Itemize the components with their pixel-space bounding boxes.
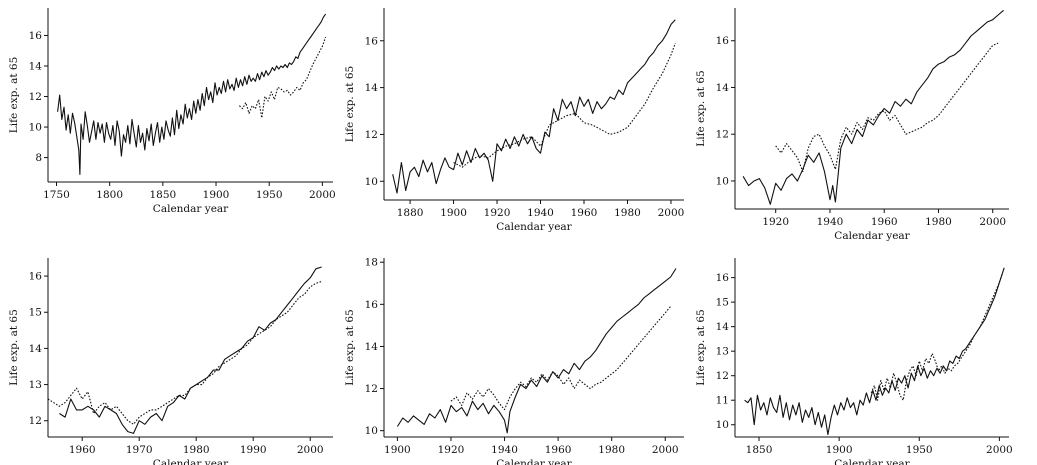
x-tick-label: 1980	[183, 444, 210, 456]
y-tick-label: 16	[716, 272, 730, 284]
panel-1: 1750 1800 1850 1900 1950 2000 8 10 12 14 16 Calenda…	[8, 8, 336, 215]
panel-2: 1880 1900 1920 1940 1960 1980 2000 10 12 14 16 Cale…	[344, 8, 684, 233]
x-tick-label: 1950	[906, 444, 933, 456]
x-axis-title: Calendar year	[834, 458, 910, 465]
y-axis-title: Life exp. at 65	[344, 309, 356, 385]
dotted-series-line	[239, 36, 327, 119]
y-tick-label: 16	[365, 35, 379, 47]
y-tick-label: 14	[716, 321, 730, 333]
solid-series-line	[396, 268, 677, 434]
dotted-series-line	[450, 306, 672, 411]
x-tick-label: 2000	[658, 207, 685, 219]
y-axis-title: Life exp. at 65	[695, 70, 707, 146]
y-tick-label: 11	[716, 395, 729, 407]
y-tick-label: 14	[716, 82, 730, 94]
y-tick-label: 12	[716, 129, 729, 141]
x-tick-label: 1980	[925, 216, 952, 228]
x-tick-label: 1960	[871, 216, 898, 228]
y-tick-label: 18	[365, 257, 378, 269]
y-tick-label: 16	[29, 30, 43, 42]
y-axis-title: Life exp. at 65	[8, 309, 20, 385]
panel-5: 1900 1920 1940 1960 1980 2000 10 12 14 16 18 Calend…	[344, 257, 684, 465]
y-axis-title: Life exp. at 65	[695, 309, 707, 385]
panel-6: 1850 1900 1950 2000 10 11 12 13 14 15 16 Calendar y…	[695, 258, 1013, 465]
x-tick-label: 1920	[438, 444, 465, 456]
y-tick-label: 15	[716, 297, 729, 309]
x-tick-label: 1960	[69, 444, 96, 456]
x-tick-label: 1980	[598, 444, 625, 456]
x-axis-title: Calendar year	[153, 458, 229, 465]
y-tick-label: 10	[716, 419, 729, 431]
x-tick-label: 1990	[240, 444, 267, 456]
y-tick-label: 14	[29, 61, 43, 73]
y-tick-label: 8	[35, 152, 42, 164]
y-tick-label: 12	[29, 415, 42, 427]
dotted-series-line	[47, 280, 322, 425]
x-tick-label: 1900	[203, 189, 230, 201]
x-tick-label: 2000	[652, 444, 679, 456]
y-tick-label: 10	[29, 122, 42, 134]
x-axis-title: Calendar year	[153, 203, 229, 215]
y-axis-title: Life exp. at 65	[8, 57, 20, 133]
x-tick-label: 1900	[826, 444, 853, 456]
y-tick-label: 10	[365, 176, 378, 188]
x-tick-label: 1920	[484, 207, 511, 219]
x-tick-label: 1980	[614, 207, 641, 219]
x-tick-label: 2000	[979, 216, 1006, 228]
solid-series-line	[57, 13, 327, 175]
y-tick-label: 16	[716, 35, 730, 47]
x-tick-label: 1850	[746, 444, 773, 456]
x-tick-label: 1900	[384, 444, 411, 456]
y-tick-label: 12	[365, 129, 378, 141]
dotted-series-line	[870, 272, 1004, 401]
x-tick-label: 1880	[397, 207, 424, 219]
y-tick-label: 13	[716, 346, 729, 358]
x-tick-label: 1800	[96, 189, 123, 201]
solid-series-line	[744, 267, 1005, 436]
x-tick-label: 2000	[309, 189, 336, 201]
y-tick-label: 10	[716, 175, 729, 187]
x-tick-label: 1970	[126, 444, 153, 456]
x-axis-title: Calendar year	[496, 221, 572, 233]
x-tick-label: 1900	[440, 207, 467, 219]
y-tick-label: 14	[365, 82, 379, 94]
x-tick-label: 1850	[149, 189, 176, 201]
solid-series-line	[742, 9, 1004, 205]
y-tick-label: 16	[29, 271, 43, 283]
y-tick-label: 12	[716, 370, 729, 382]
y-tick-label: 12	[365, 383, 378, 395]
dotted-series-line	[775, 42, 999, 173]
x-tick-label: 1960	[545, 444, 572, 456]
x-tick-label: 2000	[986, 444, 1013, 456]
x-tick-label: 1940	[491, 444, 518, 456]
x-tick-label: 1940	[817, 216, 844, 228]
x-tick-label: 2000	[297, 444, 324, 456]
x-axis-title: Calendar year	[834, 230, 910, 242]
y-axis-title: Life exp. at 65	[344, 66, 356, 142]
x-tick-label: 1960	[571, 207, 598, 219]
x-axis-title: Calendar year	[496, 458, 572, 465]
y-tick-label: 14	[365, 341, 379, 353]
y-tick-label: 14	[29, 343, 43, 355]
x-tick-label: 1750	[43, 189, 70, 201]
panel-3: 1920 1940 1960 1980 2000 10 12 14 16 Calendar yea…	[695, 8, 1009, 242]
x-tick-label: 1940	[527, 207, 554, 219]
y-tick-label: 12	[29, 91, 42, 103]
y-tick-label: 15	[29, 307, 42, 319]
y-tick-label: 10	[365, 425, 378, 437]
panel-4: 1960 1970 1980 1990 2000 12 13 14 15 16 Calendar y…	[8, 258, 333, 465]
x-tick-label: 1920	[762, 216, 789, 228]
y-tick-label: 16	[365, 299, 379, 311]
y-tick-label: 13	[29, 379, 42, 391]
dotted-series-line	[453, 42, 676, 168]
solid-series-line	[392, 19, 676, 194]
x-tick-label: 1950	[256, 189, 283, 201]
solid-series-line	[59, 266, 322, 434]
